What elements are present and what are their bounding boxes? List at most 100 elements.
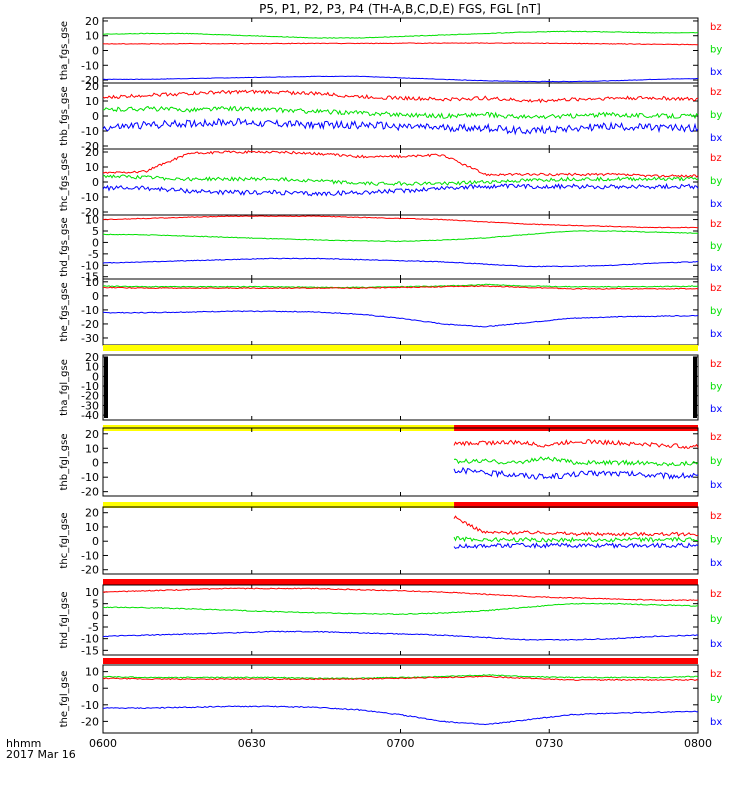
series-line-bz bbox=[102, 42, 699, 46]
y-tick-label: 20 bbox=[85, 351, 99, 364]
panel-thb_fgs_gse: 20 10 0 -10 -20 thb_fgs_gse bz by bx bbox=[59, 80, 722, 153]
y-tick-label: -10 bbox=[81, 380, 99, 393]
panel-frame bbox=[102, 506, 699, 575]
series-line-by bbox=[453, 456, 699, 467]
y-tick-label: 0 bbox=[92, 176, 99, 189]
legend-bx: bx bbox=[710, 639, 722, 650]
panel-label: thc_fgs_gse bbox=[59, 153, 70, 212]
y-tick-label: 10 bbox=[85, 95, 99, 108]
y-tick-label: -10 bbox=[81, 191, 99, 204]
y-tick-label: 20 bbox=[85, 80, 99, 93]
legend-bz: bz bbox=[710, 87, 722, 98]
y-tick-label: 10 bbox=[85, 276, 99, 289]
legend-bz: bz bbox=[710, 283, 722, 294]
panel-the_fgs_gse: 100-10-20-30 the_fgs_gse bz by bx bbox=[59, 276, 722, 346]
legend-bx: bx bbox=[710, 329, 722, 340]
y-tick-label: -10 bbox=[81, 699, 99, 712]
plot-title: P5, P1, P2, P3, P4 (TH-A,B,C,D,E) FGS, F… bbox=[259, 2, 541, 16]
legend-bx: bx bbox=[710, 717, 722, 728]
legend-by: by bbox=[710, 45, 722, 56]
series-line-bx bbox=[102, 630, 699, 641]
y-tick-label: 0 bbox=[92, 290, 99, 303]
legend-by: by bbox=[710, 614, 722, 625]
series-line-bz bbox=[102, 587, 699, 602]
y-tick-label: -20 bbox=[81, 74, 99, 87]
legend-bx: bx bbox=[710, 558, 722, 569]
series-line-by bbox=[102, 230, 699, 243]
series-line-bx bbox=[102, 117, 699, 136]
y-tick-label: 20 bbox=[85, 428, 99, 441]
legend-by: by bbox=[710, 456, 722, 467]
y-tick-label: 5 bbox=[92, 598, 99, 611]
panel-label: tha_fgs_gse bbox=[59, 21, 70, 80]
time-tick-label: 0600 bbox=[89, 737, 117, 750]
legend-bz: bz bbox=[710, 589, 722, 600]
y-tick-label: 0 bbox=[92, 236, 99, 249]
edge-strip bbox=[104, 357, 108, 418]
panel-frame bbox=[102, 214, 699, 280]
y-tick-label: -20 bbox=[81, 715, 99, 728]
panel-frame bbox=[102, 664, 699, 734]
legend-bx: bx bbox=[710, 404, 722, 415]
panel-thc_fgs_gse: 20 10 0 -10 -20 thc_fgs_gse bz by bx bbox=[59, 146, 722, 219]
legend-bz: bz bbox=[710, 22, 722, 33]
y-tick-label: 0 bbox=[92, 457, 99, 470]
panel-label: thc_fgl_gse bbox=[59, 512, 70, 568]
series-line-by bbox=[453, 536, 699, 543]
y-tick-label: -20 bbox=[81, 486, 99, 499]
panel-frame bbox=[102, 148, 699, 216]
series-line-bz bbox=[453, 438, 699, 450]
series-line-by bbox=[102, 174, 699, 187]
series-line-bz bbox=[102, 150, 699, 178]
series-line-bz bbox=[102, 675, 699, 681]
legend-by: by bbox=[710, 241, 722, 252]
series-line-bx bbox=[102, 310, 699, 328]
panel-label: thb_fgs_gse bbox=[59, 86, 70, 145]
legend-by: by bbox=[710, 382, 722, 393]
y-tick-label: 10 bbox=[85, 666, 99, 679]
time-tick-label: 0730 bbox=[535, 737, 563, 750]
panel-frame bbox=[102, 354, 699, 421]
edge-strip bbox=[693, 357, 697, 418]
y-tick-label: 10 bbox=[85, 521, 99, 534]
legend-bz: bz bbox=[710, 219, 722, 230]
series-line-by bbox=[102, 674, 699, 680]
series-line-bx bbox=[453, 466, 699, 480]
y-tick-label: -20 bbox=[81, 206, 99, 219]
y-tick-label: -20 bbox=[81, 564, 99, 577]
y-tick-label: 10 bbox=[85, 30, 99, 43]
series-line-bz bbox=[102, 89, 699, 104]
y-tick-label: 10 bbox=[85, 586, 99, 599]
y-tick-label: -10 bbox=[81, 59, 99, 72]
legend-by: by bbox=[710, 535, 722, 546]
series-line-bz bbox=[102, 285, 699, 290]
panel-label: tha_fgl_gse bbox=[59, 359, 70, 416]
time-axis-label: hhmm bbox=[6, 737, 41, 750]
legend-bz: bz bbox=[710, 669, 722, 680]
series-line-by bbox=[102, 602, 698, 616]
y-tick-label: -15 bbox=[81, 644, 99, 657]
series-line-bz bbox=[102, 215, 699, 229]
series-line-by bbox=[102, 105, 699, 120]
legend-by: by bbox=[710, 176, 722, 187]
legend-bx: bx bbox=[710, 133, 722, 144]
y-tick-label: -20 bbox=[81, 390, 99, 403]
series-line-bx bbox=[102, 257, 698, 268]
y-tick-label: 20 bbox=[85, 507, 99, 520]
y-tick-label: 0 bbox=[92, 535, 99, 548]
y-tick-label: 0 bbox=[92, 682, 99, 695]
legend-bx: bx bbox=[710, 199, 722, 210]
series-line-bx bbox=[103, 75, 698, 83]
y-tick-label: -10 bbox=[81, 549, 99, 562]
panel-label: thd_fgs_gse bbox=[59, 217, 70, 276]
y-tick-label: 20 bbox=[85, 15, 99, 28]
panel-label: the_fgs_gse bbox=[59, 282, 70, 341]
series-line-bx bbox=[453, 542, 699, 550]
time-tick-labels: 0600 0630 0700 0730 0800 bbox=[89, 737, 712, 750]
series-line-bx bbox=[103, 705, 699, 726]
panel-frame bbox=[102, 17, 699, 84]
